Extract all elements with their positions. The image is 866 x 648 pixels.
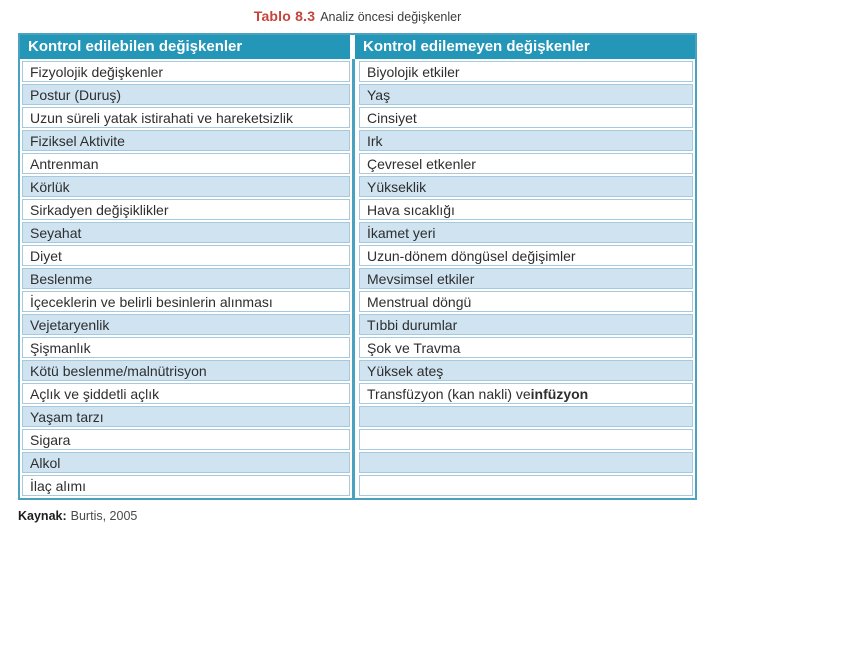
table-caption: Tablo 8.3 Analiz öncesi değişkenler [18,8,697,26]
table-cell-right: Yaş [359,84,693,105]
table-cell-left: Diyet [22,245,350,266]
table-row: Körlük Yükseklik [22,176,693,197]
table-cell-right: Yükseklik [359,176,693,197]
preanalytical-variables-table: Kontrol edilebilen değişkenler Kontrol ed… [18,33,697,500]
table-row: Fizyolojik değişkenler Biyolojik etkiler [22,61,693,82]
table-cell-right: Biyolojik etkiler [359,61,693,82]
table-cell-right [359,475,693,496]
table-cell-left: Yaşam tarzı [22,406,350,427]
table-row: Antrenman Çevresel etkenler [22,153,693,174]
table-row: Kötü beslenme/malnütrisyon Yüksek ateş [22,360,693,381]
table-body: Fizyolojik değişkenler Biyolojik etkiler P… [20,59,695,498]
table-cell-left: Beslenme [22,268,350,289]
table-cell-right: Transfüzyon (kan nakli) ve infüzyon [359,383,693,404]
table-caption-text: Analiz öncesi değişkenler [320,10,462,24]
table-cell-right: Irk [359,130,693,151]
table-cell-right: Menstrual döngü [359,291,693,312]
table-cell-left: İçeceklerin ve belirli besinlerin alınma… [22,291,350,312]
table-cell-right: Mevsimsel etkiler [359,268,693,289]
table-cell-left: Kötü beslenme/malnütrisyon [22,360,350,381]
table-cell-left: İlaç alımı [22,475,350,496]
table-cell-right: Yüksek ateş [359,360,693,381]
table-cell-left: Fiziksel Aktivite [22,130,350,151]
table-cell-right: Uzun-dönem döngüsel değişimler [359,245,693,266]
table-row: İlaç alımı [22,475,693,496]
table-cell-left: Seyahat [22,222,350,243]
table-cell-right: Çevresel etkenler [359,153,693,174]
source-text: Burtis, 2005 [70,509,138,523]
table-cell-left: Körlük [22,176,350,197]
table-cell-left: Vejetaryenlik [22,314,350,335]
table-cell-right: Tıbbi durumlar [359,314,693,335]
table-row: Sirkadyen değişiklikler Hava sıcaklığı [22,199,693,220]
table-cell-right: Cinsiyet [359,107,693,128]
document-page: Tablo 8.3 Analiz öncesi değişkenler Kontr… [0,8,866,523]
table-row: Vejetaryenlik Tıbbi durumlar [22,314,693,335]
table-cell-left: Uzun süreli yatak istirahati ve harekets… [22,107,350,128]
table-cell-left: Postur (Duruş) [22,84,350,105]
table-cell-right [359,452,693,473]
table-row: Alkol [22,452,693,473]
table-row: İçeceklerin ve belirli besinlerin alınma… [22,291,693,312]
source-note: Kaynak: Burtis, 2005 [18,509,866,523]
table-cell-left: Alkol [22,452,350,473]
table-row: Diyet Uzun-dönem döngüsel değişimler [22,245,693,266]
table-row: Uzun süreli yatak istirahati ve harekets… [22,107,693,128]
table-caption-number: Tablo 8.3 [253,8,316,24]
table-cell-right: İkamet yeri [359,222,693,243]
table-cell-left: Sirkadyen değişiklikler [22,199,350,220]
table-cell-right: Şok ve Travma [359,337,693,358]
table-cell-left: Şişmanlık [22,337,350,358]
table-row: Beslenme Mevsimsel etkiler [22,268,693,289]
column-header: Kontrol edilebilen değişkenler [20,35,350,59]
table-cell-right: Hava sıcaklığı [359,199,693,220]
table-row: Şişmanlık Şok ve Travma [22,337,693,358]
table-row: Seyahat İkamet yeri [22,222,693,243]
table-cell-left: Açlık ve şiddetli açlık [22,383,350,404]
table-cell-right [359,429,693,450]
table-cell-right [359,406,693,427]
column-header: Kontrol edilemeyen değişkenler [355,35,695,59]
table-cell-left: Fizyolojik değişkenler [22,61,350,82]
table-row: Sigara [22,429,693,450]
table-cell-left: Sigara [22,429,350,450]
table-row: Fiziksel Aktivite Irk [22,130,693,151]
table-cell-left: Antrenman [22,153,350,174]
table-row: Postur (Duruş) Yaş [22,84,693,105]
table-row: Yaşam tarzı [22,406,693,427]
column-divider [352,59,355,498]
source-label: Kaynak: [18,509,67,523]
table-row: Açlık ve şiddetli açlık Transfüzyon (kan … [22,383,693,404]
table-header-row: Kontrol edilebilen değişkenler Kontrol ed… [20,35,695,59]
